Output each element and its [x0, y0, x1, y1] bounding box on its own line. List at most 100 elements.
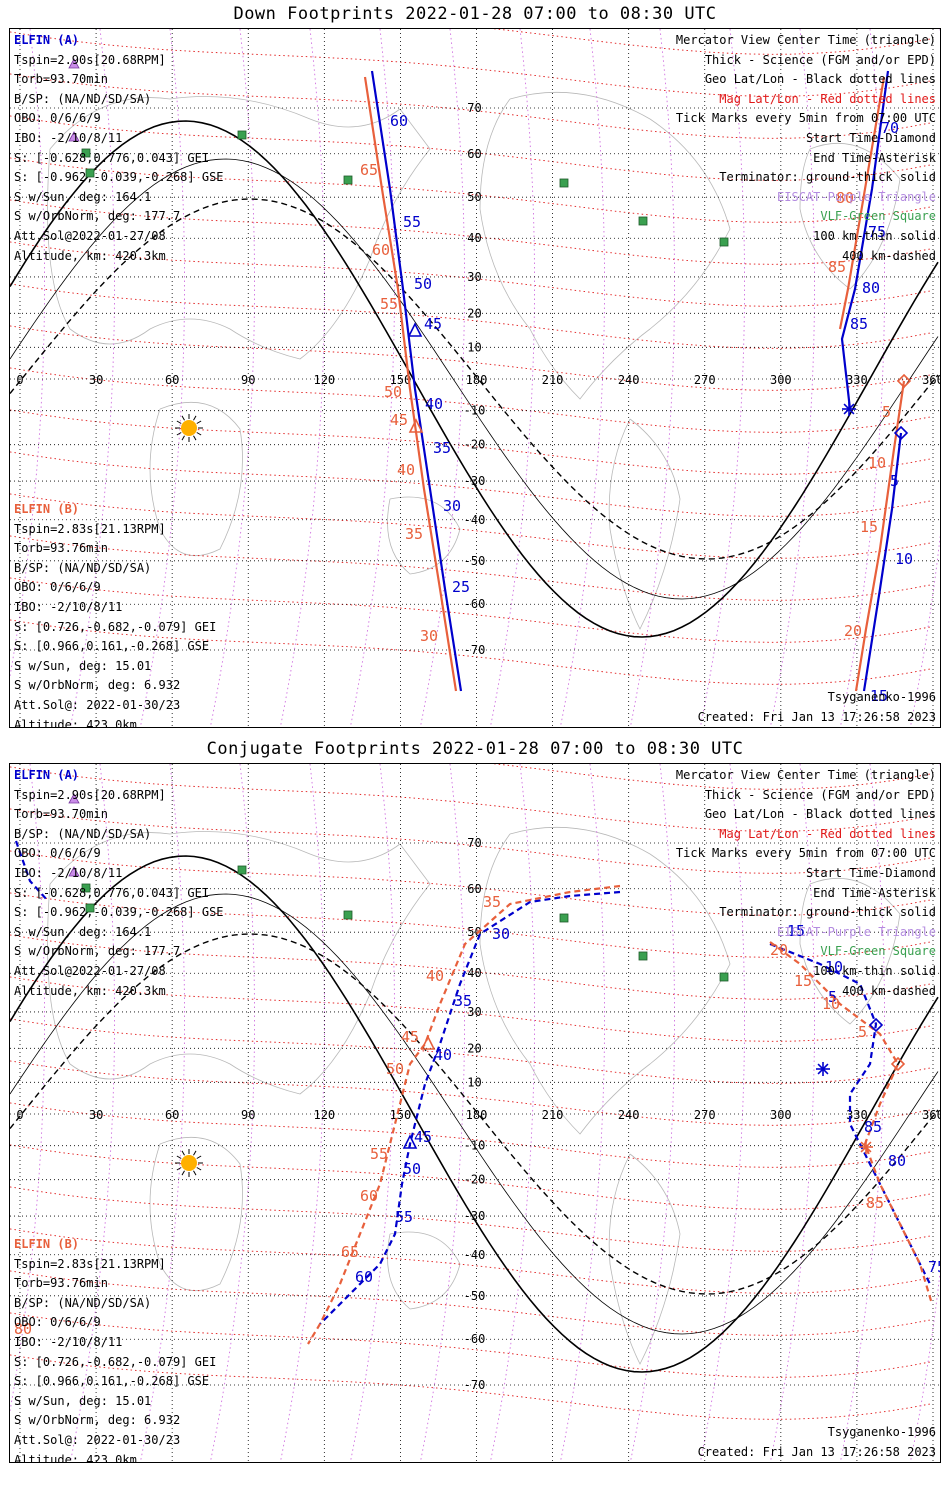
mag-lon-line — [489, 764, 535, 1462]
elfin-a-tick-label: 10 — [825, 958, 843, 976]
lon-tick-label: 180 — [466, 1108, 488, 1122]
mag-lon-line — [699, 764, 745, 1462]
elfin-b-info-line: Altitude: 423.0km — [14, 717, 137, 728]
elfin-b-tick-label: 30 — [420, 627, 438, 645]
lon-tick-label: 0 — [16, 373, 23, 387]
coast-shape — [47, 831, 431, 1095]
elfin-b-tick-label: 10 — [822, 995, 840, 1013]
legend-line: Thick - Science (FGM and/or EPD) — [704, 52, 936, 67]
mag-lat-line — [10, 241, 931, 307]
elfin-b-tick-label: 35 — [405, 525, 423, 543]
coast-shape — [608, 1153, 681, 1365]
elfin-b-info-line: S: [0.966,0.161,-0.268] GSE — [14, 1374, 210, 1389]
top-panel-title: Down Footprints 2022-01-28 07:00 to 08:3… — [233, 4, 717, 24]
lon-tick-label: 330 — [846, 1108, 868, 1122]
elfin-b-tick-label: 35 — [483, 893, 501, 911]
mag-lon-line — [419, 764, 465, 1462]
vlf-station-square — [343, 175, 353, 185]
elfin-a-tick-label: 60 — [390, 112, 408, 130]
lat-tick-label: -30 — [464, 1209, 486, 1223]
mag-lat-grid — [10, 764, 931, 1420]
elfin-a-info-line: S: [-0.962,-0.039,-0.268] GSE — [14, 170, 224, 185]
center-time-triangle — [407, 322, 423, 337]
lon-tick-label: 180 — [466, 373, 488, 387]
lon-tick-label: 120 — [313, 373, 335, 387]
mag-lon-line — [489, 29, 535, 727]
created-label: Created: Fri Jan 13 17:26:58 2023 — [697, 1444, 936, 1459]
elfin-b-info-line: OBO: 0/6/6/9 — [14, 580, 101, 595]
mag-lat-line — [10, 1312, 931, 1378]
lat-tick-label: -20 — [464, 1173, 486, 1187]
elfin-b-header: ELFIN (B) — [14, 1237, 80, 1251]
elfin-b-info-line: Torb=93.76min — [14, 541, 108, 556]
end-time-asterisk — [859, 1140, 873, 1154]
legend-line: Tick Marks every 5min from 07:00 UTC — [675, 111, 936, 126]
elfin-a-info-line: B/SP: (NA/ND/SD/SA) — [14, 826, 152, 841]
mag-lon-line — [279, 764, 325, 1462]
elfin-b-tick-label: 80 — [836, 189, 854, 207]
mag-lat-line — [10, 493, 931, 559]
elfin-a-info: ELFIN (A) Tspin=2.90s[20.68RPM] Torb=93.70… — [14, 766, 224, 1001]
sun-icon — [175, 414, 203, 442]
mag-lon-line — [349, 29, 395, 727]
start-time-diamond — [890, 1056, 906, 1072]
vlf-station-square — [237, 130, 247, 140]
mag-lon-grid — [10, 764, 940, 1462]
lon-tick-label: 150 — [390, 1108, 412, 1122]
terminator-400km — [10, 933, 939, 1295]
elfin-a-info-line: B/SP: (NA/ND/SD/SA) — [14, 91, 152, 106]
coast-shape — [608, 418, 681, 630]
elfin-b-conj-track — [307, 884, 621, 1345]
elfin-a-info-line: Altitude, km: 420.3km — [14, 248, 166, 263]
elfin-b-tick-label: 55 — [380, 295, 398, 313]
lon-tick-label: 30 — [89, 373, 103, 387]
lat-tick-label: -50 — [464, 1289, 486, 1303]
elfin-b-info-line: S w/OrbNorm, deg: 6.932 — [14, 1413, 181, 1428]
down-footprints-map: 0 30 60 90 120 150 180 210 240 270 300 330 360 70 60 50… — [9, 28, 941, 728]
created-label: Created: Fri Jan 13 17:26:58 2023 — [697, 709, 936, 724]
elfin-b-tick-label: 40 — [397, 461, 415, 479]
coast-shape — [47, 96, 431, 360]
lat-tick-label: 70 — [467, 836, 481, 850]
vlf-station-square — [559, 178, 569, 188]
elfin-b-info: ELFIN (B) Tspin=2.83s[21.13RPM] Torb=93.76… — [14, 500, 217, 728]
lon-tick-label: 240 — [618, 1108, 640, 1122]
vlf-station-square — [81, 883, 91, 893]
elfin-a-tick-label: 10 — [895, 550, 913, 568]
elfin-a-tick-label: 70 — [881, 119, 899, 137]
vlf-station-square — [719, 237, 729, 247]
eiscat-triangle — [68, 58, 80, 69]
conjugate-footprints-map: 0 30 60 90 120 150 180 210 240 270 300 330 360 70 60 50… — [9, 763, 941, 1463]
eiscat-triangle — [68, 793, 80, 804]
mag-lat-line — [10, 1354, 931, 1420]
terminator-group — [10, 120, 939, 638]
mag-lat-line — [10, 1060, 931, 1126]
lat-tick-label: -70 — [464, 1378, 486, 1392]
mag-lon-line — [139, 29, 185, 727]
elfin-b-info-line: S: [0.726,-0.682,-0.079] GEI — [14, 619, 217, 634]
lon-tick-label: 0 — [16, 1108, 23, 1122]
elfin-b-tick-label: 85 — [828, 258, 846, 276]
mag-lon-line — [559, 29, 605, 727]
elfin-a-info-line: OBO: 0/6/6/9 — [14, 846, 101, 861]
legend-line: Thick - Science (FGM and/or EPD) — [704, 787, 936, 802]
center-time-triangle — [402, 1134, 418, 1149]
elfin-a-info-line: S: [-0.962,-0.039,-0.268] GSE — [14, 905, 224, 920]
elfin-a-tick-label: 35 — [454, 992, 472, 1010]
eiscat-triangle — [68, 866, 80, 877]
lat-tick-label: 50 — [467, 190, 481, 204]
terminator-100km — [10, 158, 939, 600]
legend-line: Geo Lat/Lon - Black dotted lines — [704, 807, 936, 822]
bottom-panel-title: Conjugate Footprints 2022-01-28 07:00 to… — [206, 739, 744, 759]
elfin-a-tick-label: 75 — [868, 223, 886, 241]
elfin-a-tick-label: 30 — [443, 497, 461, 515]
mag-lat-line — [10, 409, 931, 475]
vlf-station-square — [638, 216, 648, 226]
terminator-100km — [10, 893, 939, 1335]
elfin-a-tick-label: 40 — [425, 395, 443, 413]
mag-lat-line — [492, 764, 931, 790]
model-label: Tsyganenko-1996 — [827, 1425, 936, 1439]
mag-lon-line — [769, 29, 815, 727]
mag-lat-line — [10, 115, 931, 181]
mag-lat-line — [10, 1270, 931, 1336]
